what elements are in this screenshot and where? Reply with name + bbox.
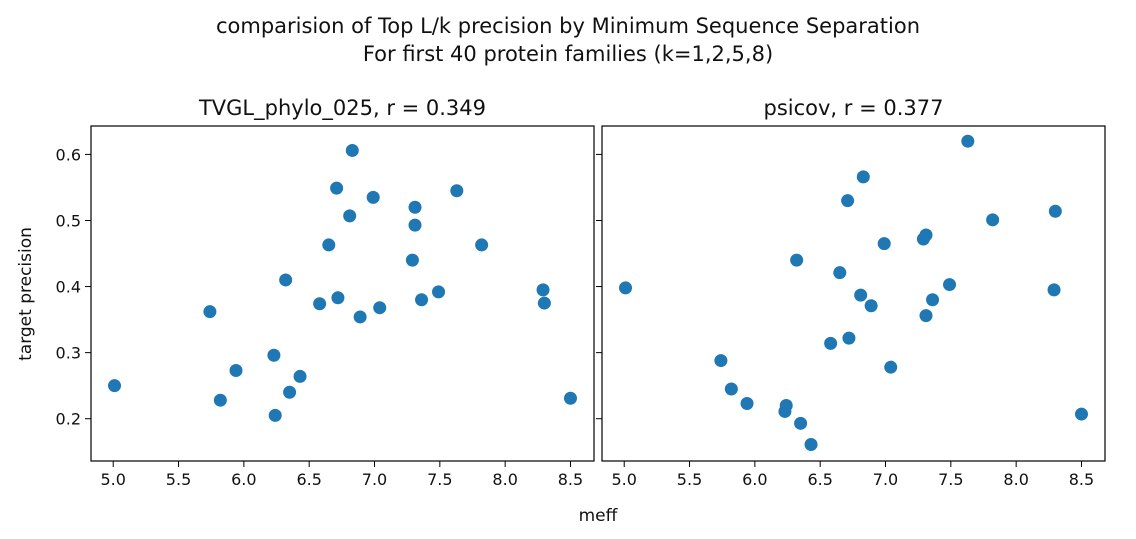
y-tick-label: 0.3 (56, 344, 81, 363)
x-tick-label: 8.5 (1069, 470, 1094, 489)
data-point (322, 238, 336, 252)
y-tick-label: 0.2 (56, 410, 81, 429)
data-point (279, 273, 293, 287)
x-tick-label: 6.0 (231, 470, 256, 489)
plot-frame (90, 125, 595, 462)
data-point (267, 348, 281, 362)
data-point (268, 408, 282, 422)
data-point (108, 379, 122, 393)
data-point (1047, 283, 1061, 297)
x-tick-label: 8.5 (558, 470, 583, 489)
data-point (366, 190, 380, 204)
figure-subtitle: For first 40 protein families (k=1,2,5,8… (362, 42, 774, 66)
data-point (919, 228, 933, 242)
data-point (790, 253, 804, 267)
x-tick-label: 5.0 (100, 470, 125, 489)
plot-frame (601, 125, 1106, 462)
data-point (833, 266, 847, 280)
x-tick-label: 7.5 (938, 470, 963, 489)
x-tick-label: 5.5 (677, 470, 702, 489)
data-point (824, 336, 838, 350)
x-tick-label: 6.5 (807, 470, 832, 489)
x-tick-label: 5.5 (166, 470, 191, 489)
data-point (331, 291, 345, 305)
data-point (714, 354, 728, 368)
data-point (804, 437, 818, 451)
data-point (475, 238, 489, 252)
data-point (408, 218, 422, 232)
data-point (373, 301, 387, 315)
panel-tvgl: TVGL_phylo_025, r = 0.349 5.0 5.5 6.0 6.5 7.0… (56, 96, 595, 489)
data-point (203, 305, 217, 319)
data-point (353, 310, 367, 324)
data-point (841, 194, 855, 208)
data-point (563, 391, 577, 405)
data-point (415, 293, 429, 307)
data-point (877, 237, 891, 251)
data-point (919, 309, 933, 323)
data-point (619, 281, 633, 295)
data-point (408, 200, 422, 214)
data-point (724, 382, 738, 396)
x-tick-label: 8.0 (1003, 470, 1028, 489)
data-point (856, 170, 870, 184)
data-point (536, 283, 550, 297)
data-point (740, 397, 754, 411)
data-point (794, 416, 808, 430)
data-point (229, 363, 243, 377)
data-point (1074, 407, 1088, 421)
x-tick-label: 6.0 (742, 470, 767, 489)
data-point (943, 278, 957, 292)
data-point (313, 297, 327, 311)
x-tick-label: 7.5 (427, 470, 452, 489)
y-tick-label: 0.5 (56, 211, 81, 230)
data-point (884, 360, 898, 374)
data-point (864, 299, 878, 313)
data-point (283, 385, 297, 399)
data-point (986, 213, 1000, 227)
data-point (330, 181, 344, 195)
x-tick-label: 5.0 (611, 470, 636, 489)
y-axis-label: target precision (16, 227, 36, 361)
x-tick-label: 7.0 (873, 470, 898, 489)
data-point (842, 331, 856, 345)
figure-title: comparision of Top L/k precision by Mini… (215, 14, 921, 38)
x-tick-label: 6.5 (296, 470, 321, 489)
x-axis-label: meff (579, 506, 619, 526)
x-tick-label: 7.0 (362, 470, 387, 489)
data-point (343, 209, 357, 223)
data-point (432, 285, 446, 299)
y-tick-label: 0.6 (56, 145, 81, 164)
y-tick-label: 0.4 (56, 278, 81, 297)
panel-psicov: psicov, r = 0.377 5.0 5.5 6.0 6.5 7.0 7.5 8.0 8.… (596, 96, 1106, 489)
panel-title: psicov, r = 0.377 (764, 96, 944, 120)
data-point (293, 369, 307, 383)
data-point (961, 134, 975, 148)
data-point (1048, 204, 1062, 218)
data-point (450, 184, 464, 198)
data-point (537, 296, 551, 310)
data-point (854, 288, 868, 302)
data-point (405, 253, 419, 267)
data-point (213, 393, 227, 407)
panel-title: TVGL_phylo_025, r = 0.349 (198, 96, 486, 121)
data-point (345, 143, 359, 157)
data-point (779, 398, 793, 412)
x-tick-label: 8.0 (492, 470, 517, 489)
data-point (926, 293, 940, 307)
